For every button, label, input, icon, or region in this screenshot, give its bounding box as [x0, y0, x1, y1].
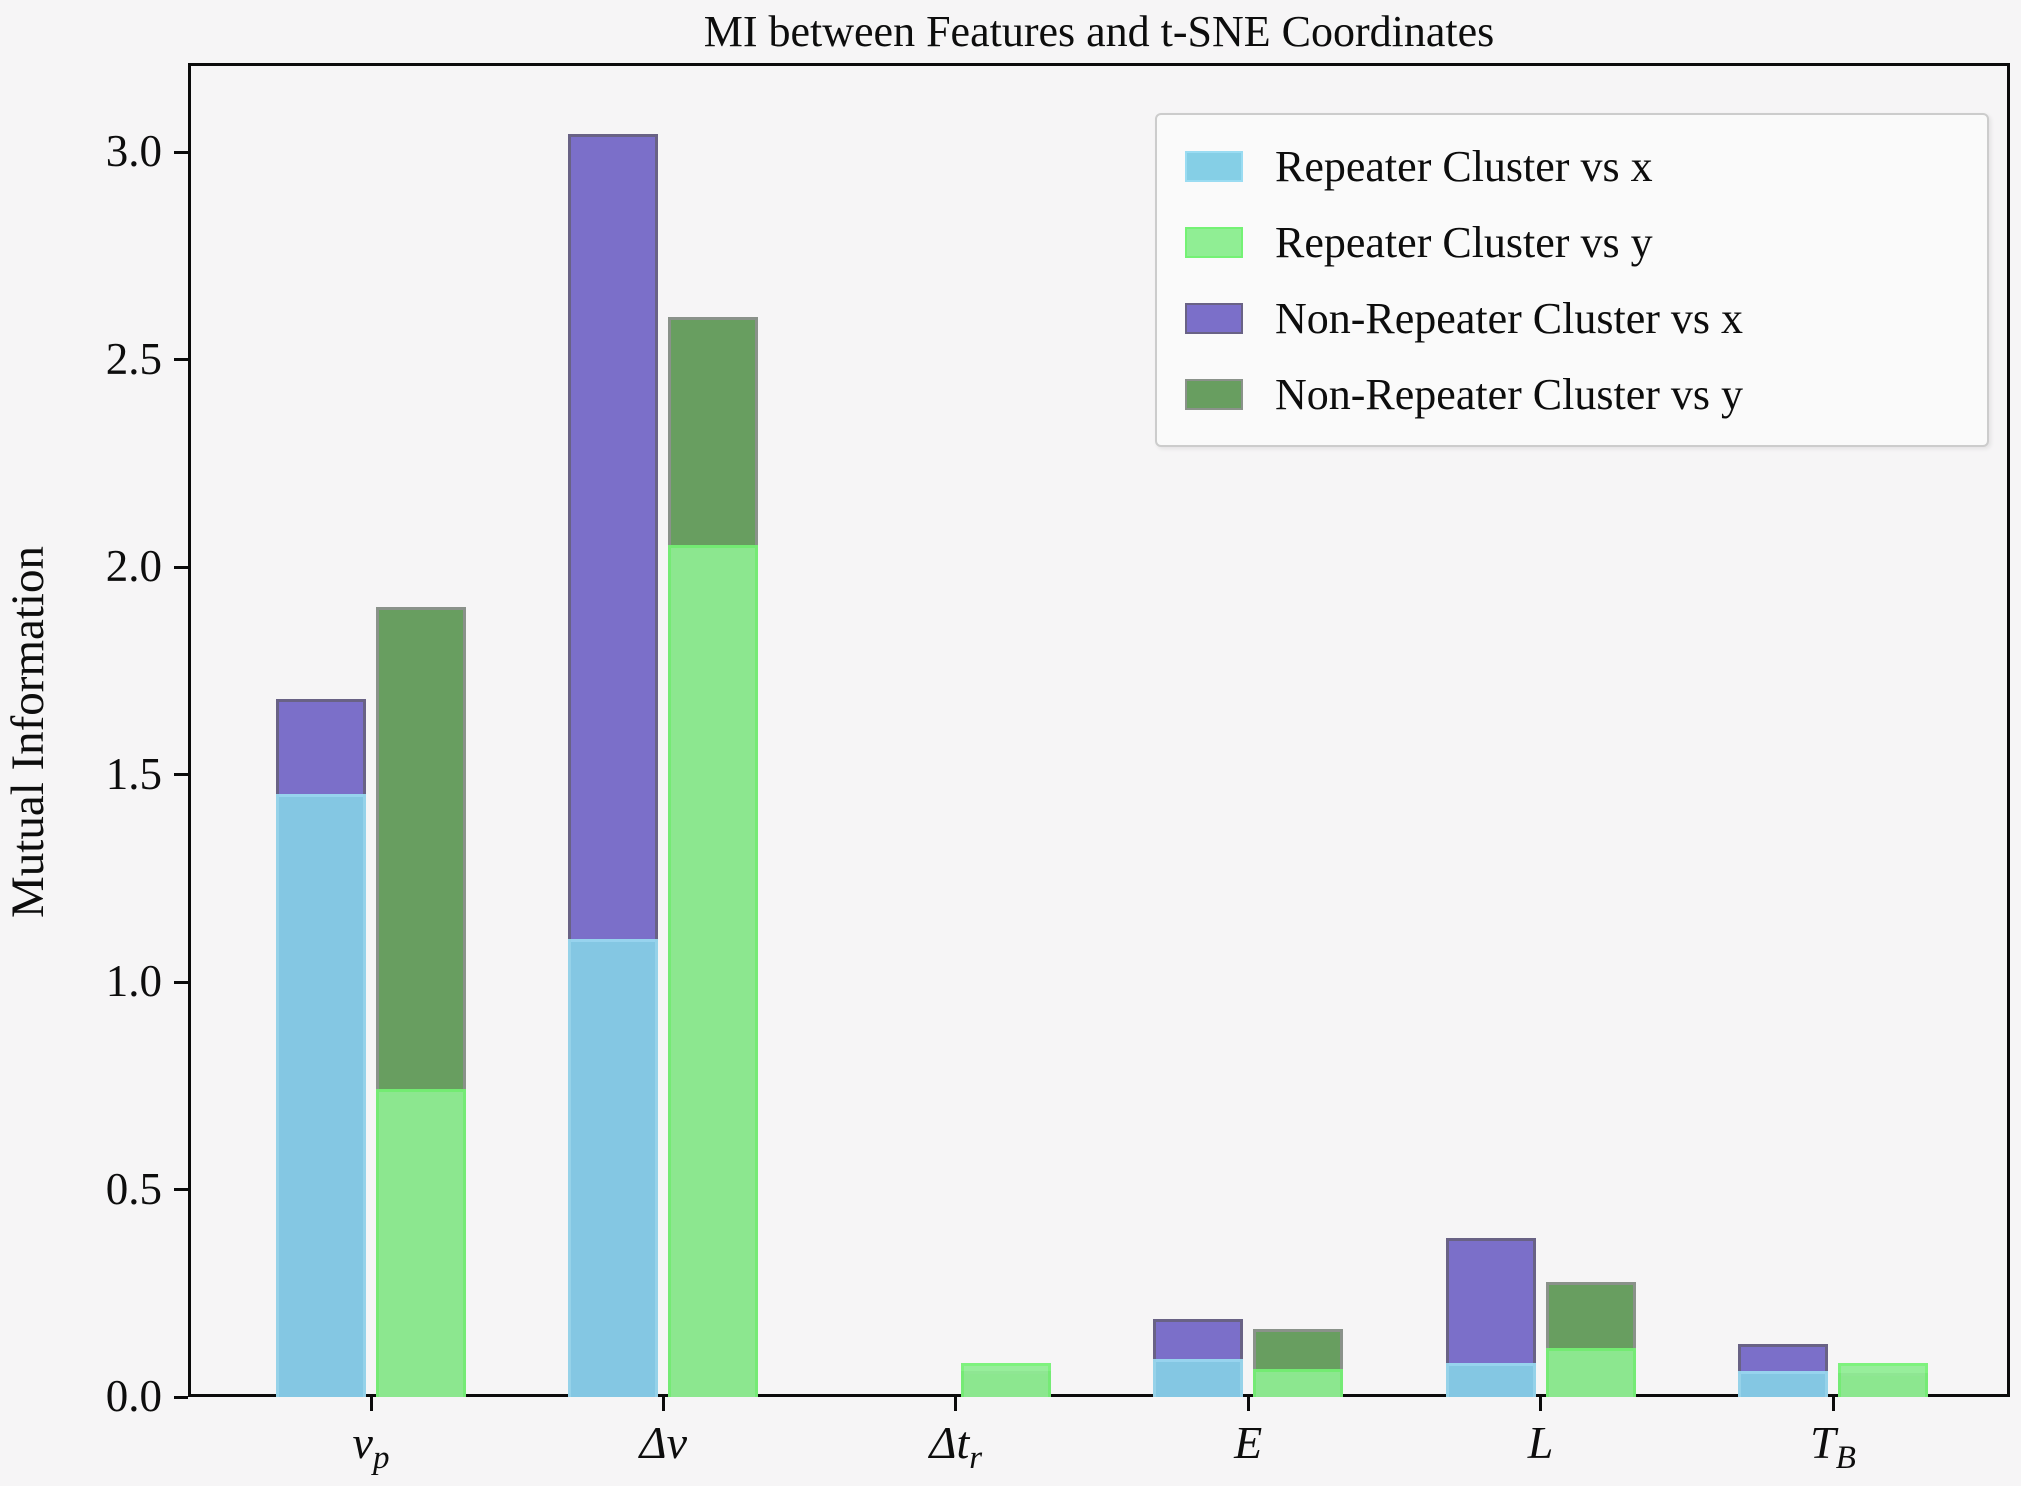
- x-tick-label: TB: [1810, 1417, 1856, 1477]
- legend-swatch: [1185, 227, 1243, 258]
- x-tick-label: Δν: [639, 1417, 688, 1468]
- legend-swatch: [1185, 303, 1243, 334]
- bar: [960, 1362, 1051, 1397]
- y-tick-label: 1.0: [105, 956, 162, 1006]
- bar: [668, 545, 759, 1397]
- y-tick-label: 0.5: [105, 1163, 162, 1214]
- bar: [276, 794, 366, 1397]
- bar: [1738, 1370, 1828, 1397]
- x-tick-mark: [1246, 1397, 1250, 1411]
- y-tick-label: 3.0: [105, 126, 162, 176]
- x-tick-mark: [954, 1397, 958, 1411]
- y-tick-label: 2.5: [105, 333, 162, 384]
- legend-label: Repeater Cluster vs y: [1275, 218, 1653, 267]
- legend-label: Non-Repeater Cluster vs y: [1275, 370, 1743, 419]
- bar: [568, 939, 659, 1397]
- legend-row: Repeater Cluster vs x: [1157, 129, 1987, 204]
- bar: [1153, 1358, 1244, 1397]
- legend-row: Non-Repeater Cluster vs y: [1157, 357, 1987, 432]
- x-tick-mark: [661, 1397, 665, 1411]
- y-tick-mark: [174, 980, 188, 984]
- legend-row: Repeater Cluster vs y: [1157, 205, 1987, 280]
- x-tick-mark: [369, 1397, 373, 1411]
- y-tick-mark: [174, 1188, 188, 1191]
- y-tick-mark: [174, 773, 188, 776]
- bar: [1838, 1362, 1928, 1397]
- y-axis-label: Mutual Information: [2, 546, 54, 919]
- bar: [1445, 1362, 1536, 1397]
- legend-swatch: [1185, 379, 1243, 410]
- legend-swatch: [1185, 151, 1243, 182]
- legend-row: Non-Repeater Cluster vs x: [1157, 281, 1987, 356]
- chart-title: MI between Features and t-SNE Coordinate…: [703, 7, 1495, 56]
- x-tick-mark: [1831, 1397, 1835, 1411]
- legend-label: Non-Repeater Cluster vs x: [1275, 294, 1743, 343]
- bar: [1545, 1348, 1636, 1397]
- y-tick-label: 1.5: [105, 748, 162, 799]
- x-tick-label: L: [1527, 1417, 1554, 1468]
- legend-label: Repeater Cluster vs x: [1275, 142, 1653, 191]
- y-tick-mark: [174, 150, 188, 154]
- x-tick-label: νp: [352, 1417, 390, 1477]
- legend: Repeater Cluster vs x Repeater Cluster vs…: [1155, 113, 1989, 447]
- y-tick-label: 0.0: [105, 1371, 162, 1421]
- y-tick-mark: [174, 565, 188, 569]
- y-tick-mark: [174, 358, 188, 361]
- y-tick-label: 2.0: [105, 541, 162, 591]
- x-tick-mark: [1539, 1397, 1543, 1411]
- bar: [1253, 1368, 1344, 1397]
- x-tick-label: Δtr: [929, 1417, 983, 1477]
- x-tick-label: E: [1234, 1417, 1263, 1468]
- y-tick-mark: [174, 1395, 188, 1399]
- bar: [376, 1088, 466, 1397]
